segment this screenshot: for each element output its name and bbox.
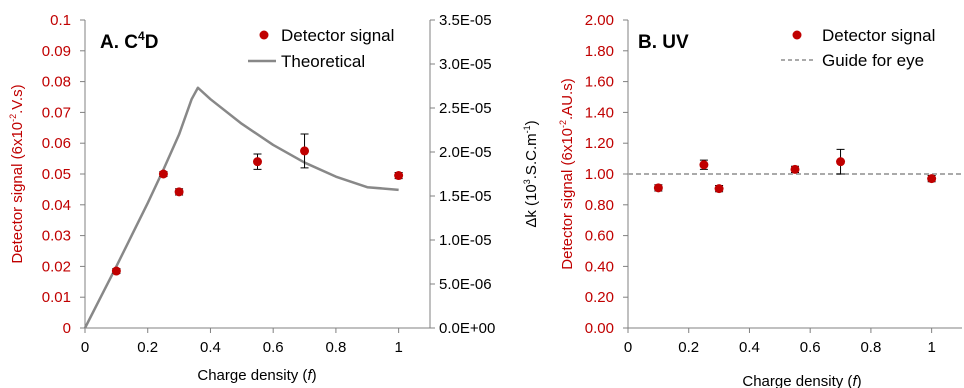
a-y2-tick-label: 1.5E-05 <box>439 188 492 205</box>
b-legend: Detector signal Guide for eye <box>781 26 935 70</box>
a-x-tick-label: 0.6 <box>263 339 284 356</box>
a-y-tick-label: 0.09 <box>42 43 71 60</box>
a-x-tick-label: 0 <box>81 339 89 356</box>
a-data-point <box>394 171 404 181</box>
b-data-point <box>699 160 709 170</box>
b-series <box>628 148 962 194</box>
a-data-point <box>158 169 168 179</box>
a-x-ticks: 0 0.2 0.4 0.6 0.8 1 <box>81 328 403 356</box>
b-x-tick-label: 0 <box>624 339 632 356</box>
a-y-tick-label: 0 <box>63 320 71 337</box>
a-y-tick-label: 0.1 <box>50 12 71 29</box>
b-legend-label-detector: Detector signal <box>822 26 935 45</box>
b-data-point <box>836 157 846 167</box>
a-legend-label-theoretical: Theoretical <box>281 52 365 71</box>
b-panel-label: B. UV <box>638 32 689 53</box>
b-x-tick-label: 1 <box>927 339 935 356</box>
a-y-tick-label: 0.06 <box>42 135 71 152</box>
b-x-axis-label: Charge density (f) <box>742 373 861 388</box>
panel-b: 0 0.2 0.4 0.6 0.8 1 0.00 0.20 0.40 0.60 0.80 1.00 1… <box>558 12 962 388</box>
a-y2-tick-label: 3.5E-05 <box>439 12 492 29</box>
b-y-tick-label: 0.80 <box>585 197 614 214</box>
b-y-tick-label: 1.40 <box>585 104 614 121</box>
b-y-axis-label: Detector signal (6x10-2.AU.s) <box>558 78 576 269</box>
a-legend-marker-detector <box>259 30 269 40</box>
b-legend-label-guide: Guide for eye <box>822 51 924 70</box>
b-y-tick-label: 0.00 <box>585 320 614 337</box>
b-data-point <box>790 164 800 174</box>
b-y-tick-label: 1.80 <box>585 43 614 60</box>
b-data-point <box>653 183 663 193</box>
b-y-tick-label: 1.00 <box>585 166 614 183</box>
b-x-tick-label: 0.8 <box>860 339 881 356</box>
a-legend: Detector signal Theoretical <box>248 26 394 71</box>
a-y-tick-label: 0.02 <box>42 258 71 275</box>
b-y-tick-label: 1.20 <box>585 135 614 152</box>
a-x-tick-label: 0.2 <box>137 339 158 356</box>
a-y-tick-label: 0.03 <box>42 228 71 245</box>
a-x-tick-label: 0.4 <box>200 339 221 356</box>
a-y-axis-label: Detector signal (6x10-2.V.s) <box>8 84 26 263</box>
a-data-point <box>300 146 310 156</box>
a-y2-tick-label: 2.5E-05 <box>439 100 492 117</box>
a-y2-tick-label: 1.0E-05 <box>439 232 492 249</box>
b-y-tick-label: 1.60 <box>585 74 614 91</box>
a-y2-tick-label: 3.0E-05 <box>439 56 492 73</box>
b-data-point <box>927 174 937 184</box>
panel-a: 0 0.2 0.4 0.6 0.8 1 0 0.01 0.02 0.03 0.04 0.05 0.06… <box>8 12 540 384</box>
a-y-tick-label: 0.05 <box>42 166 71 183</box>
a-theoretical-line <box>83 86 399 329</box>
b-x-tick-label: 0.6 <box>800 339 821 356</box>
b-x-tick-label: 0.4 <box>739 339 760 356</box>
a-axes <box>84 20 431 329</box>
a-y2-tick-label: 5.0E-06 <box>439 276 492 293</box>
a-data-point <box>253 157 262 167</box>
b-x-tick-label: 0.2 <box>678 339 699 356</box>
a-y-tick-label: 0.07 <box>42 104 71 121</box>
b-y-tick-label: 0.20 <box>585 289 614 306</box>
b-data-point <box>714 184 724 194</box>
b-y-tick-label: 2.00 <box>585 12 614 29</box>
a-x-axis-label: Charge density (f) <box>197 367 316 384</box>
b-y-tick-label: 0.40 <box>585 258 614 275</box>
a-x-tick-label: 1 <box>394 339 402 356</box>
a-y2-ticks: 0.0E+00 5.0E-06 1.0E-05 1.5E-05 2.0E-05 2.5E-… <box>430 12 495 337</box>
a-y2-tick-label: 0.0E+00 <box>439 320 495 337</box>
a-y2-axis-label: Δk (103.S.C.m-1) <box>522 120 540 227</box>
a-series <box>83 86 404 329</box>
a-y-tick-label: 0.01 <box>42 289 71 306</box>
b-y-tick-label: 0.60 <box>585 228 614 245</box>
a-y-ticks: 0 0.01 0.02 0.03 0.04 0.05 0.06 0.07 0.08 0.09 0.1 <box>42 12 85 337</box>
a-y-tick-label: 0.04 <box>42 197 71 214</box>
b-legend-marker-detector <box>792 30 802 40</box>
a-legend-label-detector: Detector signal <box>281 26 394 45</box>
a-panel-label: A. C4D <box>100 29 158 53</box>
a-data-point <box>174 187 184 197</box>
a-x-tick-label: 0.8 <box>325 339 346 356</box>
a-data-point <box>111 266 121 276</box>
a-y2-tick-label: 2.0E-05 <box>439 144 492 161</box>
b-x-ticks: 0 0.2 0.4 0.6 0.8 1 <box>624 328 936 356</box>
b-y-ticks: 0.00 0.20 0.40 0.60 0.80 1.00 1.20 1.40 1.60 1.80… <box>585 12 628 337</box>
a-y-tick-label: 0.08 <box>42 74 71 91</box>
